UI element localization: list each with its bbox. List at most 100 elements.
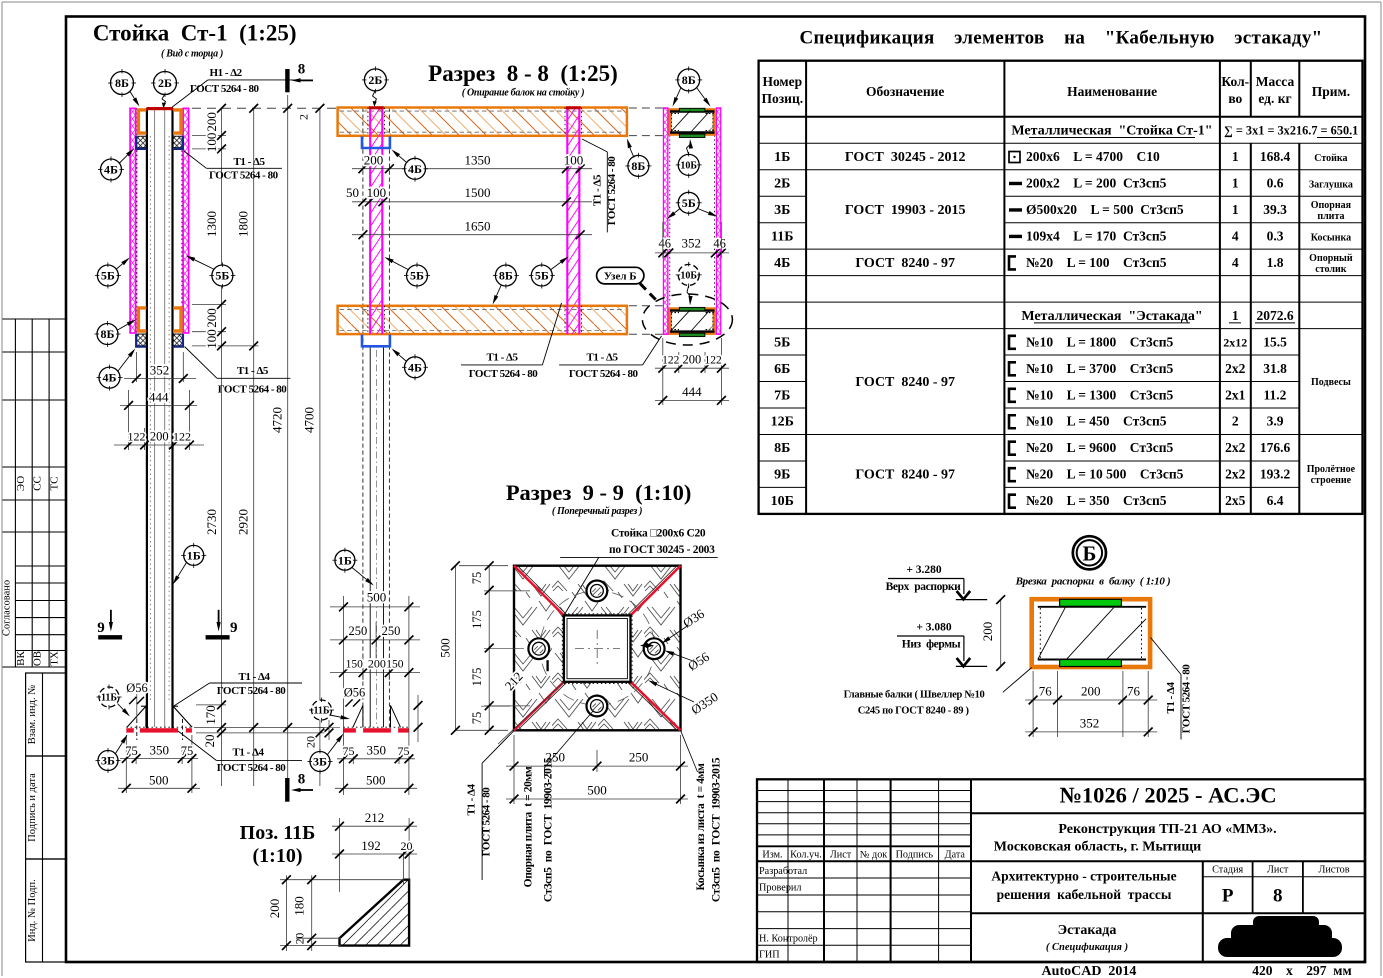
- svg-text:4Б: 4Б: [774, 256, 790, 271]
- svg-text:6Б: 6Б: [774, 362, 790, 377]
- svg-text:444: 444: [682, 384, 702, 399]
- svg-text:ГОСТ 5264 - 80: ГОСТ 5264 - 80: [217, 685, 287, 697]
- svg-text:( Спецификация ): ( Спецификация ): [1046, 942, 1128, 953]
- svg-text:Ст3сп5 по ГОСТ 19903-2015: Ст3сп5 по ГОСТ 19903-2015: [711, 757, 723, 902]
- svg-text:Подвесы: Подвесы: [1311, 377, 1351, 388]
- svg-text:ГОСТ 5264 - 80: ГОСТ 5264 - 80: [218, 384, 288, 396]
- svg-text:3Б: 3Б: [774, 203, 790, 218]
- svg-text:15.5: 15.5: [1263, 334, 1287, 349]
- svg-text:Узел Б: Узел Б: [604, 271, 637, 283]
- svg-text:122: 122: [128, 430, 146, 444]
- svg-text:Спецификация элементов на ": Спецификация элементов на "Кабельную эст…: [800, 28, 1323, 49]
- svg-text:Т1 - Δ5: Т1 - Δ5: [237, 365, 269, 377]
- svg-text:75: 75: [470, 712, 484, 725]
- svg-text:плита: плита: [1317, 211, 1344, 222]
- svg-text:ГОСТ 5264 - 80: ГОСТ 5264 - 80: [606, 156, 618, 226]
- svg-text:122: 122: [662, 355, 680, 367]
- svg-text:122: 122: [173, 430, 191, 444]
- svg-text:11.2: 11.2: [1264, 387, 1287, 402]
- svg-text:75: 75: [181, 744, 194, 758]
- svg-text:решения кабельной трассы: решения кабельной трассы: [997, 887, 1172, 902]
- svg-text:5Б: 5Б: [410, 269, 424, 283]
- svg-text:0.3: 0.3: [1267, 228, 1284, 243]
- svg-text:строение: строение: [1311, 475, 1352, 486]
- svg-text:109х4 L = 170 Ст3сп5: 109х4 L = 170 Ст3сп5: [1026, 228, 1167, 243]
- svg-text:Стойка Ст-1 (1:25): Стойка Ст-1 (1:25): [93, 21, 297, 46]
- svg-text:Ø350: Ø350: [688, 689, 720, 717]
- svg-text:Московская область, г. Мытищи: Московская область, г. Мытищи: [994, 840, 1201, 855]
- svg-text:+ 3.280: + 3.280: [906, 564, 942, 576]
- svg-text:2920: 2920: [236, 509, 251, 535]
- svg-text:Разработал: Разработал: [759, 866, 807, 877]
- svg-text:Т1 - Δ5: Т1 - Δ5: [587, 352, 619, 364]
- svg-text:1: 1: [1232, 149, 1239, 164]
- svg-text:100: 100: [204, 329, 219, 349]
- svg-text:8: 8: [298, 62, 306, 78]
- svg-text:76: 76: [1039, 684, 1053, 699]
- svg-text:Заглушка: Заглушка: [1309, 179, 1353, 190]
- svg-text:3Б: 3Б: [101, 754, 115, 768]
- svg-text:76: 76: [1127, 684, 1141, 699]
- svg-text:Верх распорки: Верх распорки: [886, 581, 962, 593]
- svg-text:200: 200: [980, 622, 995, 642]
- svg-text:1650: 1650: [465, 219, 491, 234]
- svg-text:12Б: 12Б: [771, 415, 794, 430]
- svg-text:№1026 / 2025 - АС.ЭС: №1026 / 2025 - АС.ЭС: [1059, 783, 1276, 808]
- svg-text:75: 75: [398, 744, 410, 758]
- svg-text:∑ = 3х1 = 3х216.7 = 650.1: ∑ = 3х1 = 3х216.7 = 650.1: [1224, 124, 1358, 138]
- svg-text:(1:10): (1:10): [253, 845, 303, 867]
- svg-text:Согласовано: Согласовано: [2, 580, 13, 636]
- svg-text:10Б: 10Б: [680, 270, 697, 281]
- svg-text:ГОСТ 30245 - 2012: ГОСТ 30245 - 2012: [845, 150, 966, 165]
- svg-text:ГОСТ 8240 - 97: ГОСТ 8240 - 97: [855, 468, 955, 483]
- svg-text:Ø500х20 L = 500 Ст3сп5: Ø500х20 L = 500 Ст3сп5: [1026, 202, 1184, 217]
- svg-text:350: 350: [150, 743, 170, 758]
- svg-text:Кол-: Кол-: [1221, 74, 1249, 89]
- svg-text:5Б: 5Б: [774, 335, 790, 350]
- svg-text:ГИП: ГИП: [759, 950, 780, 961]
- svg-text:Низ фермы: Низ фермы: [902, 639, 961, 651]
- svg-text:150: 150: [346, 658, 364, 670]
- svg-text:75: 75: [125, 744, 138, 758]
- svg-text:Поз. 11Б: Поз. 11Б: [240, 822, 316, 844]
- svg-text:Лист: Лист: [1267, 865, 1289, 876]
- svg-text:Главные балки ( Швеллер №10: Главные балки ( Швеллер №10: [844, 690, 985, 701]
- svg-text:Прим.: Прим.: [1312, 84, 1350, 99]
- svg-text:1800: 1800: [236, 211, 251, 237]
- svg-text:Врезка распорки в балку ( 1:10: Врезка распорки в балку ( 1:10 ): [1015, 576, 1171, 588]
- svg-text:9: 9: [230, 620, 238, 636]
- svg-text:200: 200: [267, 899, 282, 919]
- svg-text:№20 L = 350 Ст3сп5: №20 L = 350 Ст3сп5: [1026, 493, 1167, 508]
- svg-text:2х1: 2х1: [1225, 387, 1246, 402]
- svg-text:Металлическая "Эстакада": Металлическая "Эстакада": [1021, 309, 1202, 324]
- svg-text:10Б: 10Б: [771, 494, 794, 509]
- svg-text:200х2 L = 200 Ст3сп5: 200х2 L = 200 Ст3сп5: [1026, 175, 1167, 190]
- svg-text:2х2: 2х2: [1225, 467, 1246, 482]
- svg-text:№ док: № док: [860, 850, 888, 861]
- svg-text:500: 500: [587, 783, 607, 798]
- svg-text:11Б: 11Б: [771, 229, 793, 244]
- svg-text:250: 250: [349, 624, 368, 638]
- svg-text:Ø56: Ø56: [685, 649, 712, 674]
- svg-text:Реконструкция ТП-21 АО «ММЗ».: Реконструкция ТП-21 АО «ММЗ».: [1058, 822, 1276, 837]
- svg-text:8Б: 8Б: [499, 269, 513, 283]
- svg-text:Т1 - Δ5: Т1 - Δ5: [234, 156, 266, 168]
- svg-text:500: 500: [367, 590, 387, 605]
- svg-text:Масса: Масса: [1256, 74, 1295, 89]
- svg-text:Б: Б: [1082, 541, 1096, 565]
- svg-text:4: 4: [1232, 255, 1239, 270]
- svg-text:Т1 - Δ5: Т1 - Δ5: [591, 174, 603, 206]
- svg-text:20: 20: [401, 839, 413, 853]
- svg-text:4: 4: [1232, 228, 1239, 243]
- svg-text:9: 9: [97, 620, 105, 636]
- svg-text:Кол.уч.: Кол.уч.: [790, 850, 822, 861]
- svg-text:Взам. инд. №: Взам. инд. №: [27, 685, 38, 745]
- svg-text:Металлическая "Стойка Ст-1": Металлическая "Стойка Ст-1": [1011, 124, 1212, 139]
- svg-text:2х2: 2х2: [1225, 440, 1246, 455]
- svg-text:ТС: ТС: [48, 476, 60, 490]
- svg-text:ГОСТ 5264 - 80: ГОСТ 5264 - 80: [217, 762, 287, 774]
- svg-text:+ 3.080: + 3.080: [916, 622, 952, 634]
- svg-text:20: 20: [304, 736, 318, 748]
- svg-text:4Б: 4Б: [103, 371, 117, 385]
- svg-text:AutoCAD 2014: AutoCAD 2014: [1042, 964, 1137, 978]
